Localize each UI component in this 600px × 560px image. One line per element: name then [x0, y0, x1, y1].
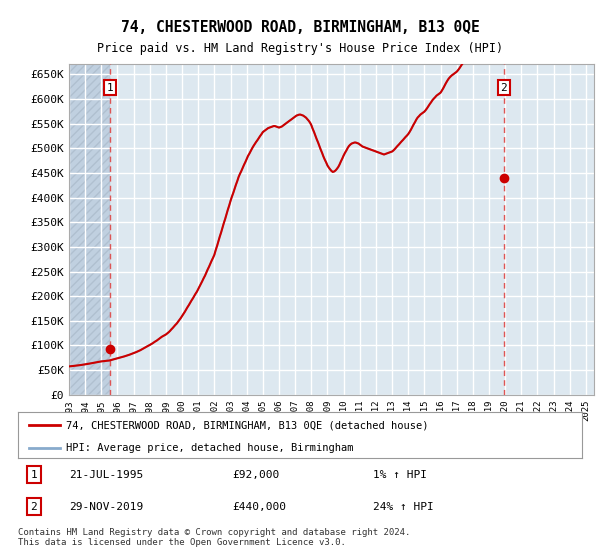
Text: HPI: Average price, detached house, Birmingham: HPI: Average price, detached house, Birm…	[66, 443, 353, 453]
Text: 21-JUL-1995: 21-JUL-1995	[69, 470, 143, 480]
Text: Price paid vs. HM Land Registry's House Price Index (HPI): Price paid vs. HM Land Registry's House …	[97, 42, 503, 55]
Bar	[69, 64, 110, 395]
Text: 1% ↑ HPI: 1% ↑ HPI	[373, 470, 427, 480]
Text: £440,000: £440,000	[232, 502, 286, 512]
Text: 2: 2	[31, 502, 37, 512]
Text: 2: 2	[500, 82, 507, 92]
Text: 1: 1	[31, 470, 37, 480]
Text: 1: 1	[107, 82, 113, 92]
Text: 74, CHESTERWOOD ROAD, BIRMINGHAM, B13 0QE: 74, CHESTERWOOD ROAD, BIRMINGHAM, B13 0Q…	[121, 20, 479, 35]
Text: 29-NOV-2019: 29-NOV-2019	[69, 502, 143, 512]
Text: 24% ↑ HPI: 24% ↑ HPI	[373, 502, 434, 512]
Text: 74, CHESTERWOOD ROAD, BIRMINGHAM, B13 0QE (detached house): 74, CHESTERWOOD ROAD, BIRMINGHAM, B13 0Q…	[66, 420, 428, 430]
Text: Contains HM Land Registry data © Crown copyright and database right 2024.
This d: Contains HM Land Registry data © Crown c…	[18, 528, 410, 547]
Text: £92,000: £92,000	[232, 470, 280, 480]
